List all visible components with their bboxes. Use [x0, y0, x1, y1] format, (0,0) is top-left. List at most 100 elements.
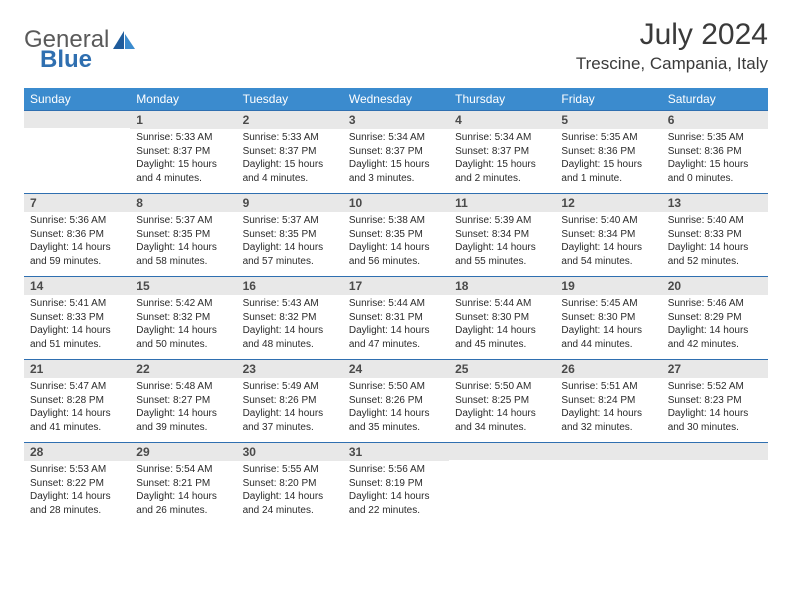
day-body-empty — [24, 128, 130, 190]
sunset-text: Sunset: 8:37 PM — [243, 145, 337, 159]
calendar-day-cell: 10Sunrise: 5:38 AMSunset: 8:35 PMDayligh… — [343, 193, 449, 276]
day-number: 5 — [555, 110, 661, 129]
calendar-week-row: 7Sunrise: 5:36 AMSunset: 8:36 PMDaylight… — [24, 193, 768, 276]
day-number-band-empty — [24, 110, 130, 128]
sunset-text: Sunset: 8:32 PM — [243, 311, 337, 325]
daylight-text: Daylight: 14 hours and 51 minutes. — [30, 324, 124, 351]
calendar-day-cell: 14Sunrise: 5:41 AMSunset: 8:33 PMDayligh… — [24, 276, 130, 359]
daylight-text: Daylight: 14 hours and 44 minutes. — [561, 324, 655, 351]
sunset-text: Sunset: 8:28 PM — [30, 394, 124, 408]
day-body: Sunrise: 5:54 AMSunset: 8:21 PMDaylight:… — [130, 461, 236, 525]
calendar-day-cell: 3Sunrise: 5:34 AMSunset: 8:37 PMDaylight… — [343, 110, 449, 193]
day-number: 6 — [662, 110, 768, 129]
sunset-text: Sunset: 8:27 PM — [136, 394, 230, 408]
month-title: July 2024 — [576, 18, 768, 52]
daylight-text: Daylight: 14 hours and 26 minutes. — [136, 490, 230, 517]
daylight-text: Daylight: 14 hours and 32 minutes. — [561, 407, 655, 434]
sunset-text: Sunset: 8:34 PM — [561, 228, 655, 242]
sunrise-text: Sunrise: 5:52 AM — [668, 380, 762, 394]
daylight-text: Daylight: 14 hours and 45 minutes. — [455, 324, 549, 351]
day-number: 1 — [130, 110, 236, 129]
calendar-day-cell: 30Sunrise: 5:55 AMSunset: 8:20 PMDayligh… — [237, 442, 343, 525]
day-number: 26 — [555, 359, 661, 378]
calendar-day-cell — [24, 110, 130, 193]
day-body: Sunrise: 5:43 AMSunset: 8:32 PMDaylight:… — [237, 295, 343, 359]
day-body: Sunrise: 5:47 AMSunset: 8:28 PMDaylight:… — [24, 378, 130, 442]
daylight-text: Daylight: 14 hours and 37 minutes. — [243, 407, 337, 434]
day-body: Sunrise: 5:40 AMSunset: 8:33 PMDaylight:… — [662, 212, 768, 276]
sunset-text: Sunset: 8:36 PM — [561, 145, 655, 159]
sunset-text: Sunset: 8:20 PM — [243, 477, 337, 491]
sunset-text: Sunset: 8:36 PM — [668, 145, 762, 159]
sunrise-text: Sunrise: 5:37 AM — [243, 214, 337, 228]
daylight-text: Daylight: 14 hours and 50 minutes. — [136, 324, 230, 351]
calendar-day-cell — [555, 442, 661, 525]
weekday-header: Wednesday — [343, 88, 449, 110]
day-body: Sunrise: 5:44 AMSunset: 8:31 PMDaylight:… — [343, 295, 449, 359]
daylight-text: Daylight: 14 hours and 39 minutes. — [136, 407, 230, 434]
sunset-text: Sunset: 8:37 PM — [136, 145, 230, 159]
daylight-text: Daylight: 14 hours and 34 minutes. — [455, 407, 549, 434]
day-number: 28 — [24, 442, 130, 461]
sunrise-text: Sunrise: 5:47 AM — [30, 380, 124, 394]
calendar-day-cell: 13Sunrise: 5:40 AMSunset: 8:33 PMDayligh… — [662, 193, 768, 276]
day-number: 30 — [237, 442, 343, 461]
calendar-day-cell: 2Sunrise: 5:33 AMSunset: 8:37 PMDaylight… — [237, 110, 343, 193]
day-number-band-empty — [555, 442, 661, 460]
sunrise-text: Sunrise: 5:51 AM — [561, 380, 655, 394]
calendar-day-cell — [662, 442, 768, 525]
day-number: 17 — [343, 276, 449, 295]
calendar-day-cell: 21Sunrise: 5:47 AMSunset: 8:28 PMDayligh… — [24, 359, 130, 442]
sunrise-text: Sunrise: 5:36 AM — [30, 214, 124, 228]
day-number: 14 — [24, 276, 130, 295]
day-number: 11 — [449, 193, 555, 212]
day-number: 13 — [662, 193, 768, 212]
calendar-day-cell: 29Sunrise: 5:54 AMSunset: 8:21 PMDayligh… — [130, 442, 236, 525]
day-number: 22 — [130, 359, 236, 378]
day-body: Sunrise: 5:52 AMSunset: 8:23 PMDaylight:… — [662, 378, 768, 442]
brand-text-2: Blue — [40, 46, 92, 74]
day-number: 23 — [237, 359, 343, 378]
calendar-day-cell: 28Sunrise: 5:53 AMSunset: 8:22 PMDayligh… — [24, 442, 130, 525]
sunrise-text: Sunrise: 5:50 AM — [349, 380, 443, 394]
calendar-day-cell: 1Sunrise: 5:33 AMSunset: 8:37 PMDaylight… — [130, 110, 236, 193]
daylight-text: Daylight: 15 hours and 2 minutes. — [455, 158, 549, 185]
sunrise-text: Sunrise: 5:35 AM — [561, 131, 655, 145]
sunset-text: Sunset: 8:31 PM — [349, 311, 443, 325]
sunset-text: Sunset: 8:24 PM — [561, 394, 655, 408]
sunset-text: Sunset: 8:35 PM — [136, 228, 230, 242]
sunrise-text: Sunrise: 5:44 AM — [455, 297, 549, 311]
sunset-text: Sunset: 8:32 PM — [136, 311, 230, 325]
daylight-text: Daylight: 15 hours and 3 minutes. — [349, 158, 443, 185]
day-number: 4 — [449, 110, 555, 129]
day-body: Sunrise: 5:35 AMSunset: 8:36 PMDaylight:… — [555, 129, 661, 193]
sunset-text: Sunset: 8:30 PM — [455, 311, 549, 325]
calendar-day-cell: 20Sunrise: 5:46 AMSunset: 8:29 PMDayligh… — [662, 276, 768, 359]
daylight-text: Daylight: 14 hours and 56 minutes. — [349, 241, 443, 268]
sunrise-text: Sunrise: 5:33 AM — [243, 131, 337, 145]
sunrise-text: Sunrise: 5:34 AM — [455, 131, 549, 145]
day-body: Sunrise: 5:35 AMSunset: 8:36 PMDaylight:… — [662, 129, 768, 193]
day-number: 7 — [24, 193, 130, 212]
calendar-week-row: 28Sunrise: 5:53 AMSunset: 8:22 PMDayligh… — [24, 442, 768, 525]
brand-sail-icon — [111, 29, 137, 51]
day-number: 25 — [449, 359, 555, 378]
day-number: 9 — [237, 193, 343, 212]
day-number: 10 — [343, 193, 449, 212]
day-body: Sunrise: 5:33 AMSunset: 8:37 PMDaylight:… — [130, 129, 236, 193]
sunrise-text: Sunrise: 5:55 AM — [243, 463, 337, 477]
day-body: Sunrise: 5:45 AMSunset: 8:30 PMDaylight:… — [555, 295, 661, 359]
day-number: 20 — [662, 276, 768, 295]
calendar-day-cell: 17Sunrise: 5:44 AMSunset: 8:31 PMDayligh… — [343, 276, 449, 359]
calendar-day-cell — [449, 442, 555, 525]
sunset-text: Sunset: 8:22 PM — [30, 477, 124, 491]
sunset-text: Sunset: 8:33 PM — [30, 311, 124, 325]
daylight-text: Daylight: 14 hours and 22 minutes. — [349, 490, 443, 517]
sunrise-text: Sunrise: 5:40 AM — [668, 214, 762, 228]
calendar-day-cell: 16Sunrise: 5:43 AMSunset: 8:32 PMDayligh… — [237, 276, 343, 359]
calendar-day-cell: 11Sunrise: 5:39 AMSunset: 8:34 PMDayligh… — [449, 193, 555, 276]
sunset-text: Sunset: 8:34 PM — [455, 228, 549, 242]
calendar-week-row: 14Sunrise: 5:41 AMSunset: 8:33 PMDayligh… — [24, 276, 768, 359]
calendar-week-row: 21Sunrise: 5:47 AMSunset: 8:28 PMDayligh… — [24, 359, 768, 442]
day-body: Sunrise: 5:51 AMSunset: 8:24 PMDaylight:… — [555, 378, 661, 442]
